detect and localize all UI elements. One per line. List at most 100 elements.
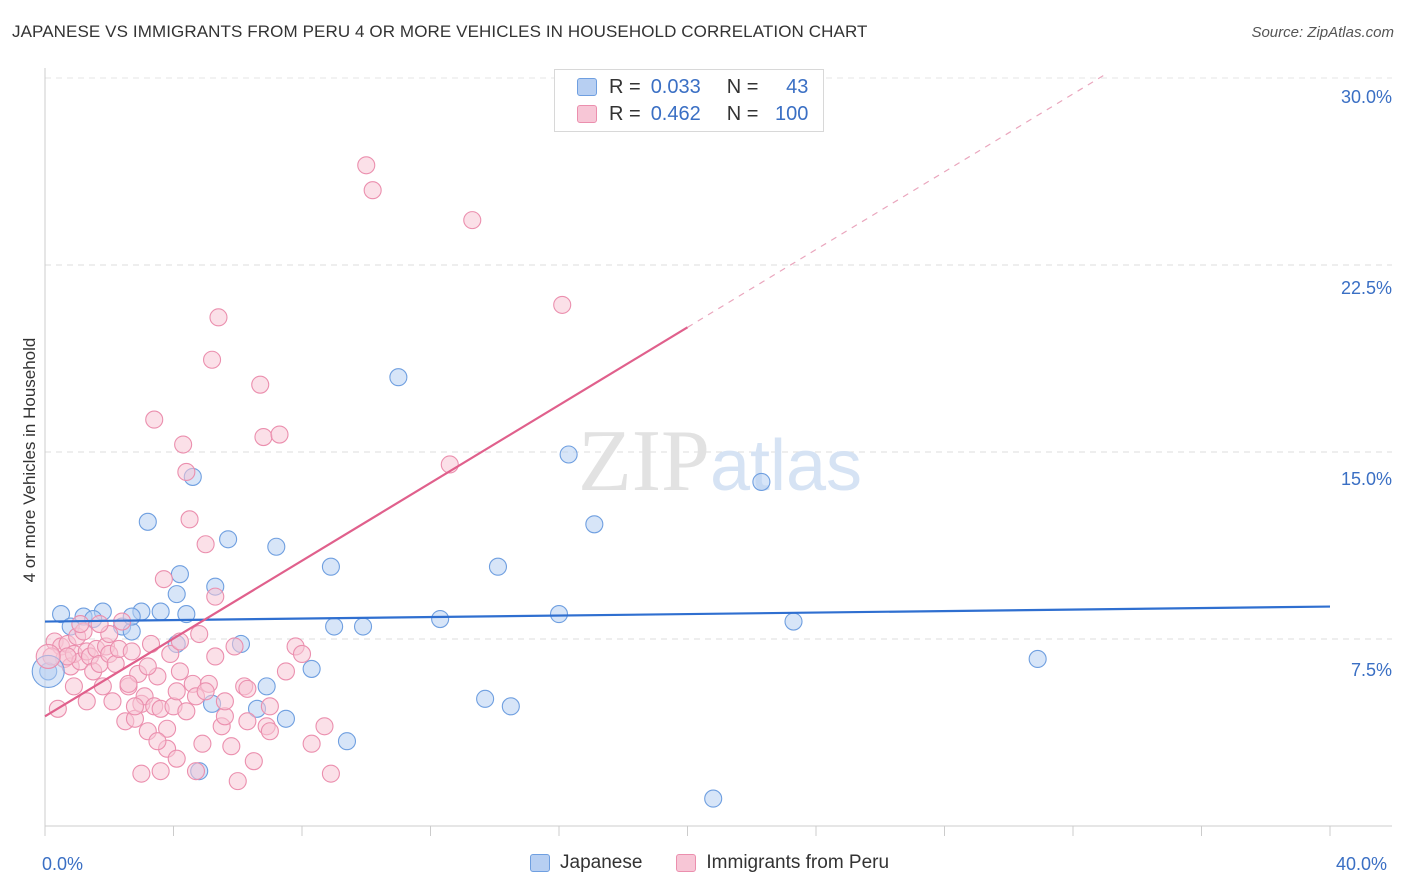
point-peru — [315, 717, 334, 736]
point-japanese — [585, 515, 604, 534]
point-japanese — [167, 585, 186, 604]
point-japanese — [431, 610, 450, 629]
point-peru — [119, 674, 138, 693]
point-japanese — [151, 602, 170, 621]
point-japanese — [257, 677, 276, 696]
point-peru — [206, 587, 225, 606]
point-japanese — [389, 368, 408, 387]
point-peru — [125, 697, 144, 716]
y-tick-label-15: 15.0% — [1340, 469, 1392, 489]
point-peru — [161, 644, 180, 664]
legend-row-japanese: R = 0.033 N = 43 — [577, 75, 808, 99]
legend-n-label: N = — [726, 75, 759, 98]
correlation-legend: R = 0.033 N = 43 R = 0.462 N = 100 — [554, 69, 824, 132]
point-peru — [209, 308, 228, 327]
point-peru — [170, 662, 189, 681]
point-japanese — [488, 557, 508, 576]
point-peru — [321, 764, 340, 783]
point-japanese — [177, 605, 196, 624]
legend-swatch-peru — [577, 105, 597, 123]
point-peru — [228, 772, 247, 791]
legend-row-peru: R = 0.462 N = 100 — [577, 102, 808, 126]
point-peru — [177, 462, 196, 481]
legend-r-label: R = — [609, 102, 641, 125]
point-japanese — [276, 709, 295, 728]
point-peru — [154, 570, 173, 589]
point-peru — [193, 734, 212, 753]
point-peru — [103, 692, 122, 711]
point-peru — [77, 692, 96, 711]
point-peru — [292, 644, 312, 664]
point-peru — [158, 719, 177, 738]
point-peru — [174, 435, 193, 454]
chart-title: JAPANESE VS IMMIGRANTS FROM PERU 4 OR MO… — [12, 22, 868, 41]
y-tick-label-30: 30.0% — [1340, 87, 1392, 107]
point-peru — [251, 375, 270, 394]
point-peru — [357, 156, 376, 175]
point-peru — [463, 211, 482, 230]
legend-n-label: N = — [726, 102, 759, 125]
point-peru — [244, 752, 263, 771]
point-peru — [206, 647, 225, 666]
point-peru — [71, 614, 90, 634]
point-japanese — [353, 617, 373, 636]
y-tick-label-22-5: 22.5% — [1340, 278, 1392, 298]
point-peru — [90, 614, 109, 634]
legend-r-label: R = — [609, 75, 641, 98]
watermark: ZIPatlas — [578, 413, 862, 510]
point-japanese — [321, 557, 340, 576]
point-japanese — [549, 605, 569, 624]
legend-swatch-peru — [676, 854, 697, 872]
point-peru — [141, 634, 161, 654]
point-japanese — [52, 605, 71, 624]
legend-r-value-peru: 0.462 — [650, 102, 701, 125]
point-peru — [254, 427, 273, 447]
point-japanese — [337, 732, 357, 751]
point-japanese — [138, 512, 157, 531]
point-peru — [260, 697, 279, 716]
point-peru — [196, 535, 215, 554]
point-peru — [238, 712, 257, 731]
legend-label-japanese: Japanese — [560, 852, 643, 873]
point-peru — [203, 350, 222, 369]
point-peru — [35, 643, 61, 670]
point-peru — [148, 732, 167, 751]
point-peru — [177, 702, 196, 721]
legend-item-peru: Immigrants from Peru — [676, 852, 889, 874]
legend-swatch-japanese — [577, 78, 597, 96]
point-peru — [276, 662, 295, 681]
point-peru — [302, 734, 321, 753]
point-peru — [222, 737, 241, 756]
point-peru — [138, 657, 157, 676]
point-peru — [145, 410, 164, 429]
point-japanese — [476, 689, 495, 708]
legend-n-value-peru: 100 — [775, 102, 809, 125]
point-peru — [190, 624, 209, 644]
point-japanese — [219, 530, 238, 549]
point-peru — [238, 679, 257, 698]
point-japanese — [1028, 649, 1047, 668]
legend-r-value-japanese: 0.033 — [650, 75, 701, 98]
x-tick-label-max: 40.0% — [1336, 854, 1388, 874]
point-japanese — [559, 445, 578, 464]
point-peru — [132, 764, 151, 783]
point-peru — [270, 425, 289, 444]
point-peru — [167, 682, 186, 701]
legend-label-peru: Immigrants from Peru — [706, 852, 890, 873]
point-peru — [553, 295, 572, 314]
trend-line-peru-extrapolated — [687, 72, 1108, 328]
legend-item-japanese: Japanese — [530, 852, 642, 874]
point-japanese — [170, 565, 189, 584]
x-tick-label-min: 0.0% — [42, 854, 84, 874]
trend-line-japanese — [44, 605, 1331, 623]
point-peru — [225, 637, 244, 656]
series-legend: Japanese Immigrants from Peru — [530, 852, 923, 874]
y-tick-label-7-5: 7.5% — [1350, 660, 1392, 680]
legend-swatch-japanese — [530, 854, 550, 872]
point-japanese — [752, 472, 771, 491]
legend-n-value-japanese: 43 — [786, 75, 809, 98]
point-peru — [363, 181, 382, 200]
point-japanese — [501, 697, 520, 716]
point-peru — [64, 677, 83, 696]
point-japanese — [302, 659, 321, 678]
